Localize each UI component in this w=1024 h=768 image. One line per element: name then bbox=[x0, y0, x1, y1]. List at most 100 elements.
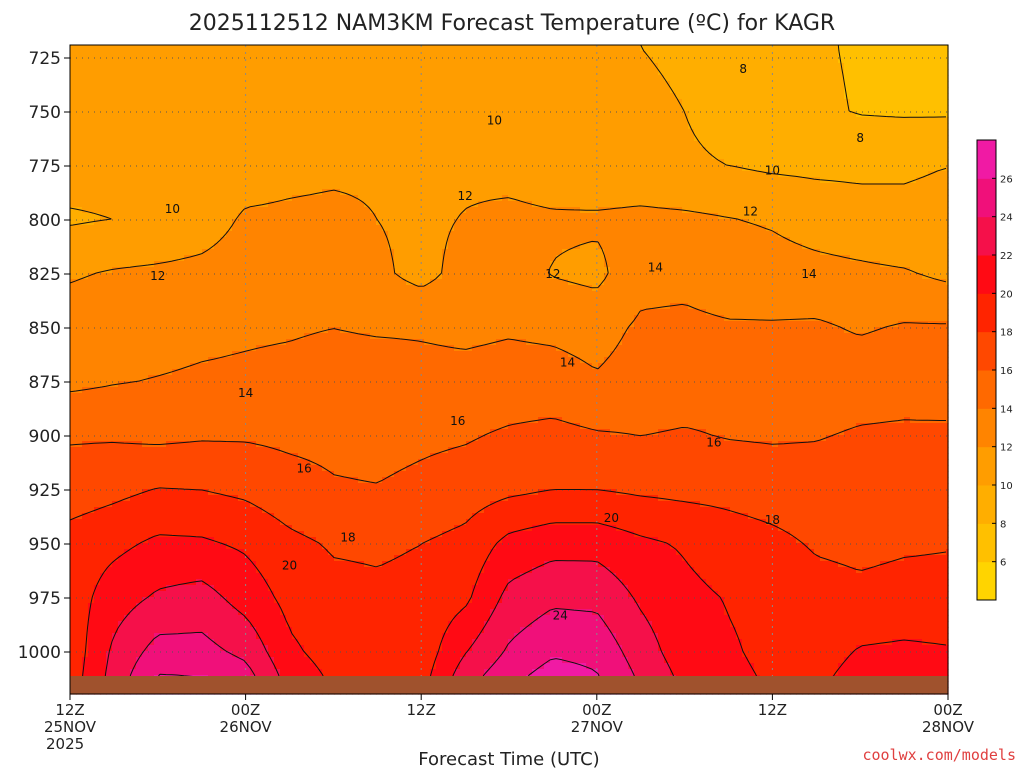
field-cell bbox=[250, 165, 257, 172]
field-cell bbox=[328, 549, 335, 556]
field-cell bbox=[226, 579, 233, 586]
field-cell bbox=[316, 207, 323, 214]
field-cell bbox=[316, 45, 323, 52]
field-cell bbox=[322, 489, 329, 496]
field-cell bbox=[268, 129, 275, 136]
field-cell bbox=[286, 63, 293, 70]
field-cell bbox=[184, 633, 191, 640]
field-cell bbox=[304, 459, 311, 466]
field-cell bbox=[268, 591, 275, 598]
field-cell bbox=[280, 171, 287, 178]
field-cell bbox=[94, 657, 101, 664]
field-cell bbox=[316, 537, 323, 544]
field-cell bbox=[82, 345, 89, 352]
field-cell bbox=[334, 273, 341, 280]
field-cell bbox=[100, 267, 107, 274]
field-cell bbox=[328, 369, 335, 376]
field-cell bbox=[148, 159, 155, 166]
field-cell bbox=[220, 555, 227, 562]
field-cell bbox=[154, 219, 161, 226]
field-cell bbox=[280, 231, 287, 238]
field-cell bbox=[226, 591, 233, 598]
field-cell bbox=[166, 165, 173, 172]
field-cell bbox=[316, 351, 323, 358]
field-cell bbox=[148, 219, 155, 226]
field-cell bbox=[172, 243, 179, 250]
field-cell bbox=[280, 429, 287, 436]
field-cell bbox=[232, 261, 239, 268]
field-cell bbox=[202, 537, 209, 544]
field-cell bbox=[214, 645, 221, 652]
field-cell bbox=[262, 345, 269, 352]
field-cell bbox=[118, 117, 125, 124]
field-cell bbox=[70, 207, 77, 214]
field-cell bbox=[310, 489, 317, 496]
field-cell bbox=[136, 81, 143, 88]
field-cell bbox=[130, 249, 137, 256]
field-cell bbox=[214, 489, 221, 496]
field-cell bbox=[328, 639, 335, 646]
field-cell bbox=[118, 531, 125, 538]
field-cell bbox=[82, 297, 89, 304]
field-cell bbox=[154, 297, 161, 304]
field-cell bbox=[196, 507, 203, 514]
field-cell bbox=[148, 603, 155, 610]
field-cell bbox=[130, 471, 137, 478]
field-cell bbox=[160, 543, 167, 550]
field-cell bbox=[112, 345, 119, 352]
field-cell bbox=[172, 75, 179, 82]
field-cell bbox=[172, 561, 179, 568]
field-cell bbox=[130, 501, 137, 508]
field-cell bbox=[226, 213, 233, 220]
field-cell bbox=[268, 513, 275, 520]
field-cell bbox=[214, 237, 221, 244]
field-cell bbox=[298, 159, 305, 166]
field-cell bbox=[76, 315, 83, 322]
field-cell bbox=[226, 483, 233, 490]
field-cell bbox=[268, 357, 275, 364]
field-cell bbox=[214, 333, 221, 340]
field-cell bbox=[328, 399, 335, 406]
field-cell bbox=[274, 609, 281, 616]
field-cell bbox=[244, 369, 251, 376]
field-cell bbox=[322, 189, 329, 196]
field-cell bbox=[172, 297, 179, 304]
field-cell bbox=[262, 45, 269, 52]
field-cell bbox=[316, 303, 323, 310]
field-cell bbox=[178, 81, 185, 88]
field-cell bbox=[310, 183, 317, 190]
field-cell bbox=[226, 75, 233, 82]
field-cell bbox=[88, 375, 95, 382]
field-cell bbox=[118, 369, 125, 376]
field-cell bbox=[202, 639, 209, 646]
field-cell bbox=[178, 615, 185, 622]
field-cell bbox=[82, 261, 89, 268]
field-cell bbox=[322, 99, 329, 106]
field-cell bbox=[136, 633, 143, 640]
field-cell bbox=[334, 315, 341, 322]
field-cell bbox=[316, 633, 323, 640]
field-cell bbox=[88, 489, 95, 496]
field-cell bbox=[334, 369, 341, 376]
field-cell bbox=[148, 51, 155, 58]
field-cell bbox=[256, 141, 263, 148]
field-cell bbox=[178, 459, 185, 466]
field-cell bbox=[244, 519, 251, 526]
field-cell bbox=[274, 639, 281, 646]
field-cell bbox=[280, 531, 287, 538]
field-cell bbox=[166, 387, 173, 394]
field-cell bbox=[202, 507, 209, 514]
field-cell bbox=[184, 429, 191, 436]
field-cell bbox=[184, 105, 191, 112]
field-cell bbox=[202, 645, 209, 652]
field-cell bbox=[76, 225, 83, 232]
field-cell bbox=[166, 261, 173, 268]
field-cell bbox=[154, 657, 161, 664]
field-cell bbox=[118, 81, 125, 88]
field-cell bbox=[118, 279, 125, 286]
field-cell bbox=[154, 123, 161, 130]
field-cell bbox=[100, 105, 107, 112]
field-cell bbox=[250, 477, 257, 484]
field-cell bbox=[310, 573, 317, 580]
field-cell bbox=[304, 633, 311, 640]
